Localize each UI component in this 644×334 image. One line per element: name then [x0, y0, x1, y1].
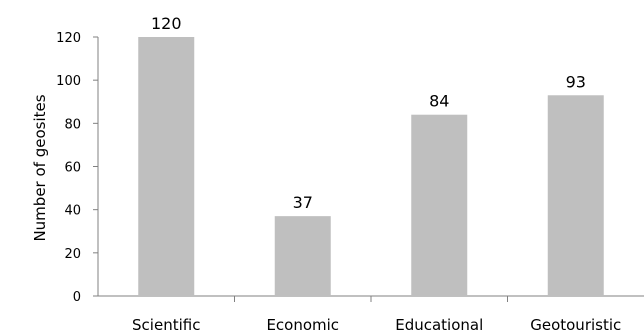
data-label: 120	[151, 14, 182, 33]
bar-economic	[274, 216, 331, 296]
data-label: 93	[566, 72, 586, 91]
category-label: Economic	[266, 316, 339, 334]
bars	[138, 37, 604, 297]
y-tick-label: 40	[64, 204, 81, 219]
bar-educational	[411, 114, 468, 296]
data-label: 84	[429, 92, 449, 111]
category-label: Educational	[395, 316, 483, 334]
bar-scientific	[138, 37, 195, 296]
x-axis	[98, 295, 644, 302]
y-tick-label: 120	[56, 31, 81, 46]
y-tick-label: 100	[56, 74, 81, 89]
y-tick-label: 80	[64, 117, 81, 132]
y-axis: 0 20 40 60 80 100 120	[56, 31, 99, 305]
data-label: 37	[293, 193, 313, 212]
category-label: Geotouristic	[530, 316, 621, 334]
bar-geotouristic	[547, 95, 604, 297]
y-tick-label: 20	[64, 247, 81, 262]
y-tick-label: 0	[73, 290, 81, 305]
y-axis-title: Number of geosites	[31, 94, 49, 241]
category-labels: Scientific Economic Educational Geotouristi…	[132, 316, 621, 334]
data-labels: 120 37 84 93	[151, 14, 586, 212]
category-label: Scientific	[132, 316, 200, 334]
y-tick-label: 60	[64, 161, 81, 176]
